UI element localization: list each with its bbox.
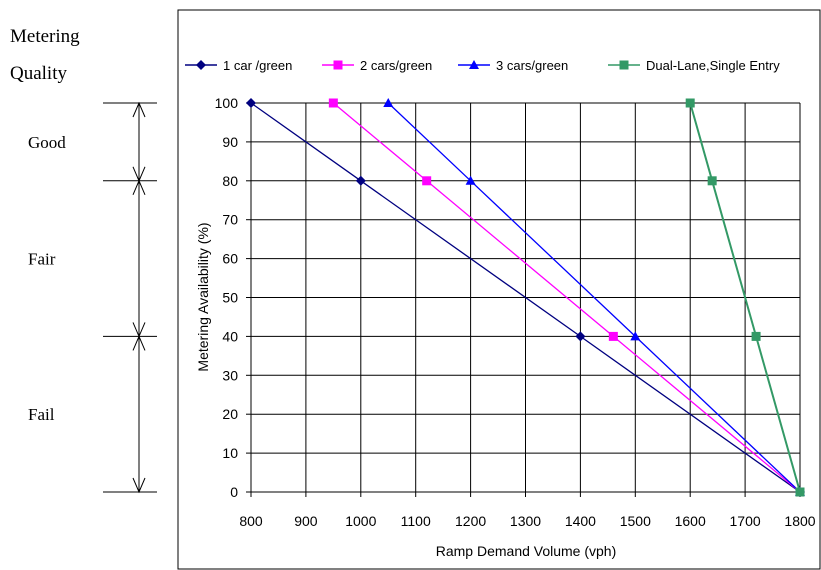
legend-label: 1 car /green <box>223 58 292 73</box>
data-point <box>383 98 394 107</box>
quality-band-good: Good <box>28 101 146 183</box>
y-tick-label: 10 <box>222 445 238 461</box>
legend-item: Dual-Lane,Single Entry <box>608 58 780 73</box>
x-tick-label: 1100 <box>401 513 431 529</box>
data-point <box>355 175 366 186</box>
y-tick-label: 30 <box>222 367 238 383</box>
x-tick-label: 1700 <box>730 513 761 529</box>
quality-band-fail: Fail <box>28 335 146 494</box>
y-tick-label: 90 <box>222 134 238 150</box>
x-tick-labels: 800 900 1000 1100 1200 1300 1400 1500 1600 1700 18… <box>239 513 815 529</box>
y-axis-label: Metering Availability (%) <box>195 222 211 371</box>
y-tick-label: 100 <box>215 95 239 111</box>
y-tick-label: 70 <box>222 212 238 228</box>
data-point <box>328 98 338 108</box>
series-line <box>332 102 801 493</box>
series-line <box>689 102 801 493</box>
quality-bands: Good Fair Fail <box>28 101 157 494</box>
grid <box>246 102 801 497</box>
data-point <box>422 176 432 186</box>
x-tick-label: 1300 <box>510 513 541 529</box>
plot-area: 800 900 1000 1100 1200 1300 1400 1500 1600 1700 18… <box>215 95 816 529</box>
x-tick-label: 1800 <box>784 513 815 529</box>
quality-band-label: Fair <box>28 250 56 269</box>
data-point <box>751 331 761 341</box>
y-tick-label: 0 <box>230 484 238 500</box>
data-point <box>246 98 256 108</box>
series-line <box>250 102 801 493</box>
x-tick-label: 1000 <box>345 513 376 529</box>
quality-band-label: Good <box>28 133 66 152</box>
legend-label: 3 cars/green <box>496 58 568 73</box>
y-tick-labels: 0 10 20 30 40 50 60 70 80 90 100 <box>215 95 239 500</box>
x-tick-label: 900 <box>294 513 318 529</box>
y-tick-label: 20 <box>222 406 238 422</box>
legend-label: 2 cars/green <box>360 58 432 73</box>
x-tick-label: 800 <box>239 513 263 529</box>
data-point <box>575 331 586 342</box>
data-point <box>465 175 476 185</box>
legend-marker <box>469 60 479 69</box>
legend-item: 3 cars/green <box>458 58 568 73</box>
data-point <box>795 487 805 497</box>
legend-item: 2 cars/green <box>322 58 432 73</box>
data-point <box>608 331 618 341</box>
quality-panel: Metering Quality Good Fair Fail <box>10 26 157 494</box>
y-tick-label: 60 <box>222 251 238 267</box>
x-tick-label: 1400 <box>565 513 596 529</box>
series-layer <box>246 98 805 497</box>
legend-marker <box>196 60 206 70</box>
data-point <box>707 176 717 186</box>
y-tick-label: 40 <box>222 328 238 344</box>
chart-frame <box>177 9 821 570</box>
data-point <box>685 98 695 108</box>
quality-heading-line2: Quality <box>10 63 67 84</box>
legend: 1 car /green 2 cars/green 3 cars/green Dual… <box>185 58 780 73</box>
quality-band-fair: Fair <box>28 179 146 338</box>
y-tick-label: 50 <box>222 290 238 306</box>
legend-marker <box>619 60 629 70</box>
legend-marker <box>333 60 343 70</box>
x-tick-label: 1200 <box>455 513 486 529</box>
quality-band-label: Fail <box>28 405 55 424</box>
legend-label: Dual-Lane,Single Entry <box>646 58 780 73</box>
x-axis-label: Ramp Demand Volume (vph) <box>436 543 617 559</box>
x-tick-label: 1600 <box>675 513 706 529</box>
legend-item: 1 car /green <box>185 58 292 73</box>
quality-heading-line1: Metering <box>10 26 80 47</box>
y-tick-label: 80 <box>222 173 238 189</box>
series-4 <box>685 98 805 497</box>
series-line <box>387 102 801 493</box>
data-point <box>630 331 641 341</box>
x-tick-label: 1500 <box>620 513 651 529</box>
